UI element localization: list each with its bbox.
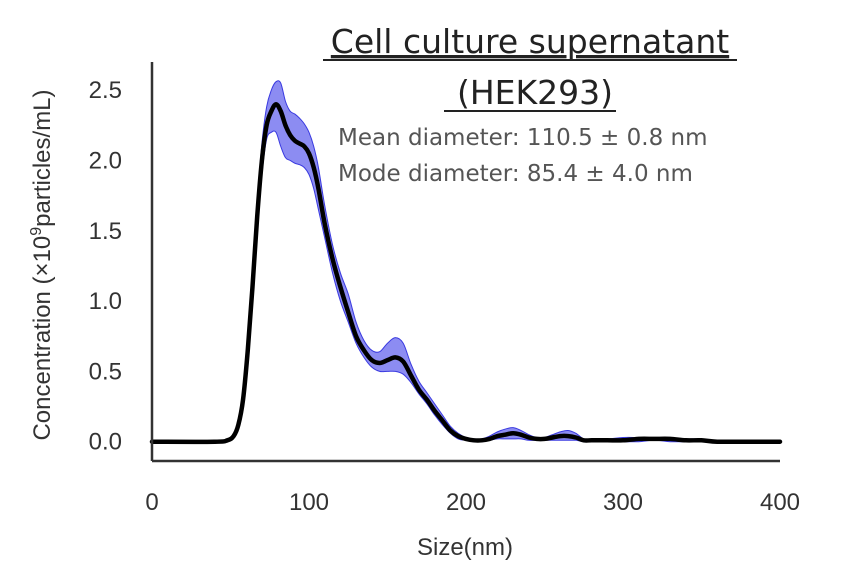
y-tick-label-1-5: 1.5 [89,218,122,245]
y-axis-label-suffix: particles/mL) [29,89,56,226]
x-tick-label-200: 200 [446,489,486,516]
x-tick-label-100: 100 [289,489,329,516]
y-tick-label-2: 2.0 [89,147,122,174]
axes: 0 100 200 300 400 0.0 0.5 1.0 1.5 2.0 2.5 [89,62,800,516]
y-tick-label-1: 1.0 [89,288,122,315]
chart-title-line-1: Cell culture supernatant [331,22,729,61]
y-axis-label-exponent: 9 [28,227,45,236]
plot-area [149,80,783,445]
x-tick-label-0: 0 [145,489,158,516]
mean-line-series-0 [149,101,783,445]
mode-diameter-annotation: Mode diameter: 85.4 ± 4.0 nm [338,161,693,187]
x-tick-label-400: 400 [760,489,800,516]
y-tick-label-2-5: 2.5 [89,77,122,104]
x-tick-label-300: 300 [603,489,643,516]
y-axis-label: Concentration (×109particles/mL) [28,89,56,440]
y-tick-label-0-5: 0.5 [89,358,122,385]
y-tick-label-0: 0.0 [89,429,122,456]
x-axis-label: Size(nm) [417,534,513,561]
y-axis-label-prefix: Concentration (×10 [29,236,56,441]
mean-diameter-annotation: Mean diameter: 110.5 ± 0.8 nm [338,125,708,151]
chart-title-line-2: (HEK293) [457,73,613,112]
